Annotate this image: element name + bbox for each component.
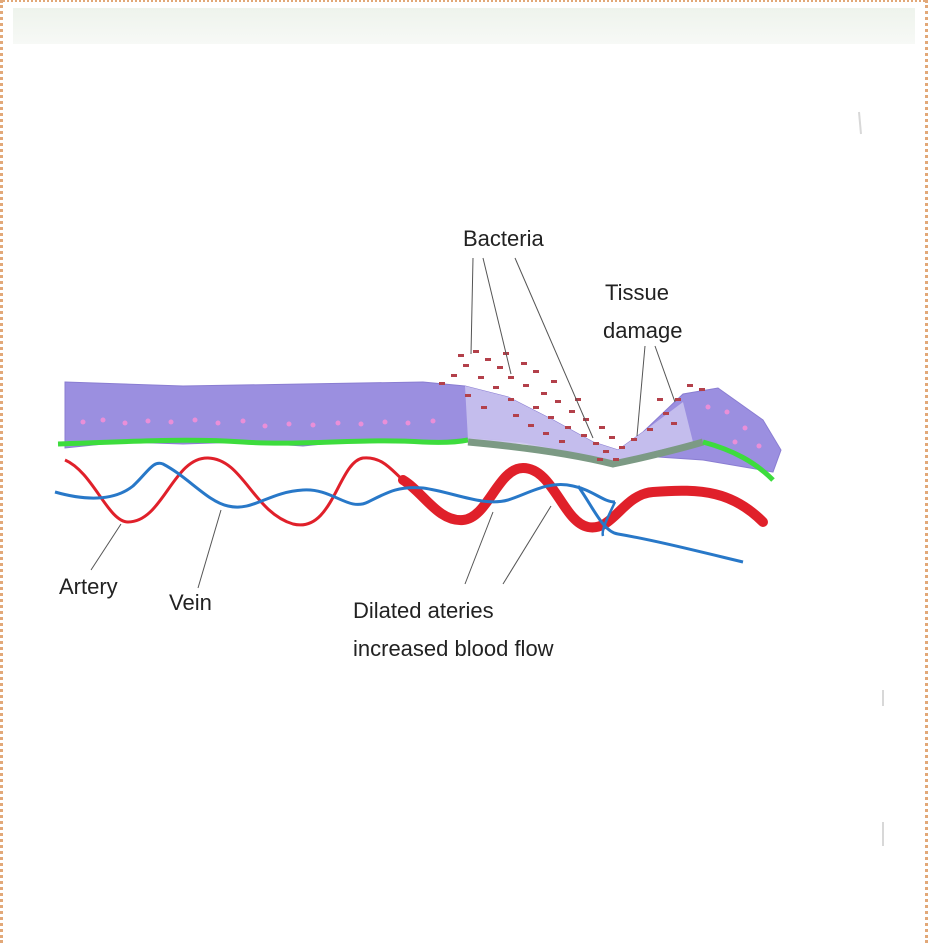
basement-membrane (57, 437, 469, 447)
damaged-membrane (467, 438, 705, 468)
label-tissue-damage-line1: Tissue (605, 280, 669, 305)
vein-branch-lower (601, 501, 617, 537)
leader-lines (90, 257, 676, 589)
inflammation-diagram: Bacteria Tissue damage Artery Vein Dilat… (54, 111, 884, 846)
label-vein: Vein (169, 590, 212, 615)
artery (64, 456, 404, 527)
header-band (13, 8, 915, 44)
label-dilated-arteries-line2: increased blood flow (353, 636, 554, 661)
scan-marks (858, 111, 884, 846)
label-tissue-damage-line2: damage (603, 318, 683, 343)
basement-membrane-right (702, 439, 775, 482)
label-artery: Artery (59, 574, 118, 599)
cell-nuclei (80, 404, 762, 449)
vein (54, 461, 616, 509)
label-bacteria: Bacteria (463, 226, 544, 251)
vein-branch (576, 485, 744, 564)
damaged-tissue-region (465, 386, 693, 464)
bacteria-cluster (439, 350, 705, 461)
dilated-artery (398, 462, 768, 533)
label-dilated-arteries-line1: Dilated ateries (353, 598, 494, 623)
